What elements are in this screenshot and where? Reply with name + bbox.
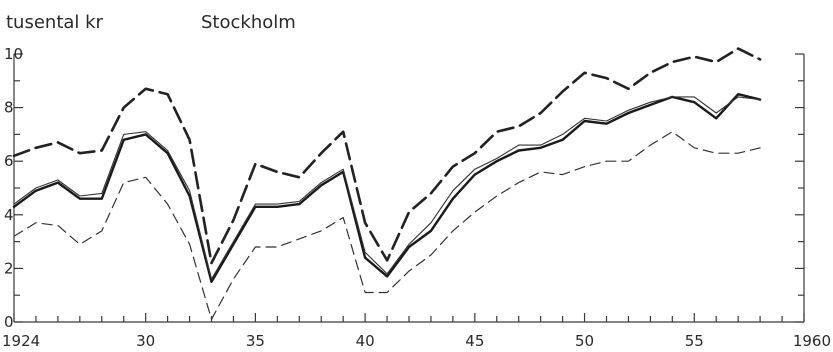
chart-title: Stockholm [201,12,296,33]
series-line-2-solid-heavy [12,92,762,283]
x-tick-label: 40 [356,332,375,350]
ticks: 0 2 4 6 8 10 1924 30 35 40 45 50 55 1960 [2,45,831,350]
y-tick-label: 8 [4,99,14,117]
x-tick-label: 45 [465,332,484,350]
y-tick-label: 2 [4,259,14,277]
series-lines [12,47,762,320]
x-tick-label: 1960 [793,332,831,350]
series-line-1-long-dash-heavy [12,47,762,265]
y-tick-label: 4 [4,206,14,224]
x-tick-label: 50 [575,332,594,350]
series-line-4-dashed-thin [13,131,761,320]
x-tick-label: 55 [685,332,704,350]
x-tick-label: 30 [136,332,155,350]
y-tick-label: 10 [4,45,23,63]
series-line-3-solid-thin [13,96,761,280]
axes [13,54,805,323]
y-tick-label: 0 [4,313,14,331]
x-tick-label: 1924 [2,332,40,350]
y-axis-label: tusental kr [6,12,104,33]
x-tick-label: 35 [246,332,265,350]
y-tick-label: 6 [4,152,14,170]
